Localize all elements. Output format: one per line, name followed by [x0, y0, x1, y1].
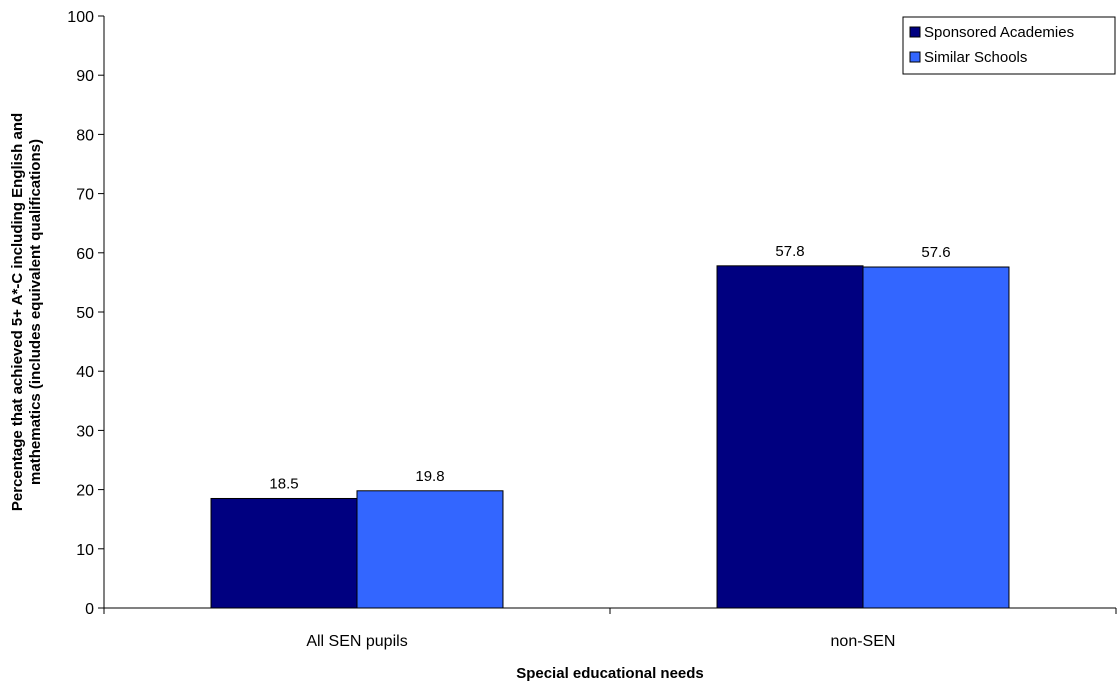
bar: [862, 266, 1010, 609]
data-label: 18.5: [269, 475, 298, 492]
bars: [210, 265, 1010, 609]
y-tick-label: 50: [76, 305, 94, 322]
x-axis-title: Special educational needs: [516, 665, 704, 682]
y-tick-label: 90: [76, 68, 94, 85]
y-axis-title: Percentage that achieved 5+ A*-C includi…: [9, 113, 44, 511]
y-tick-label: 60: [76, 246, 94, 263]
y-tick-label: 70: [76, 187, 94, 204]
data-labels: 18.5 19.8 57.8 57.6: [269, 243, 950, 493]
y-axis: 0 10 20 30 40 50 60 70 80 90 100: [67, 9, 105, 618]
y-tick-label: 100: [67, 9, 94, 26]
x-category-label: All SEN pupils: [306, 633, 407, 650]
x-axis: All SEN pupils non-SEN: [103, 607, 1117, 650]
y-tick-label: 20: [76, 483, 94, 500]
y-tick-label: 80: [76, 127, 94, 144]
y-tick-label: 0: [85, 601, 94, 618]
legend: Sponsored Academies Similar Schools: [902, 16, 1116, 75]
bar: [716, 265, 864, 609]
bar: [210, 497, 358, 609]
legend-box: [902, 16, 1116, 75]
data-label: 19.8: [415, 468, 444, 485]
data-label: 57.6: [921, 244, 950, 261]
legend-label: Similar Schools: [924, 49, 1027, 66]
y-tick-label: 10: [76, 542, 94, 559]
y-axis-title-line: mathematics (includes equivalent qualifi…: [27, 139, 44, 485]
x-category-label: non-SEN: [831, 633, 896, 650]
bar: [356, 490, 504, 609]
y-tick-label: 30: [76, 423, 94, 440]
legend-label: Sponsored Academies: [924, 24, 1074, 41]
y-tick-label: 40: [76, 364, 94, 381]
legend-swatch: [909, 51, 921, 63]
data-label: 57.8: [775, 243, 804, 260]
y-axis-title-line: Percentage that achieved 5+ A*-C includi…: [9, 113, 26, 511]
legend-swatch: [909, 26, 921, 38]
